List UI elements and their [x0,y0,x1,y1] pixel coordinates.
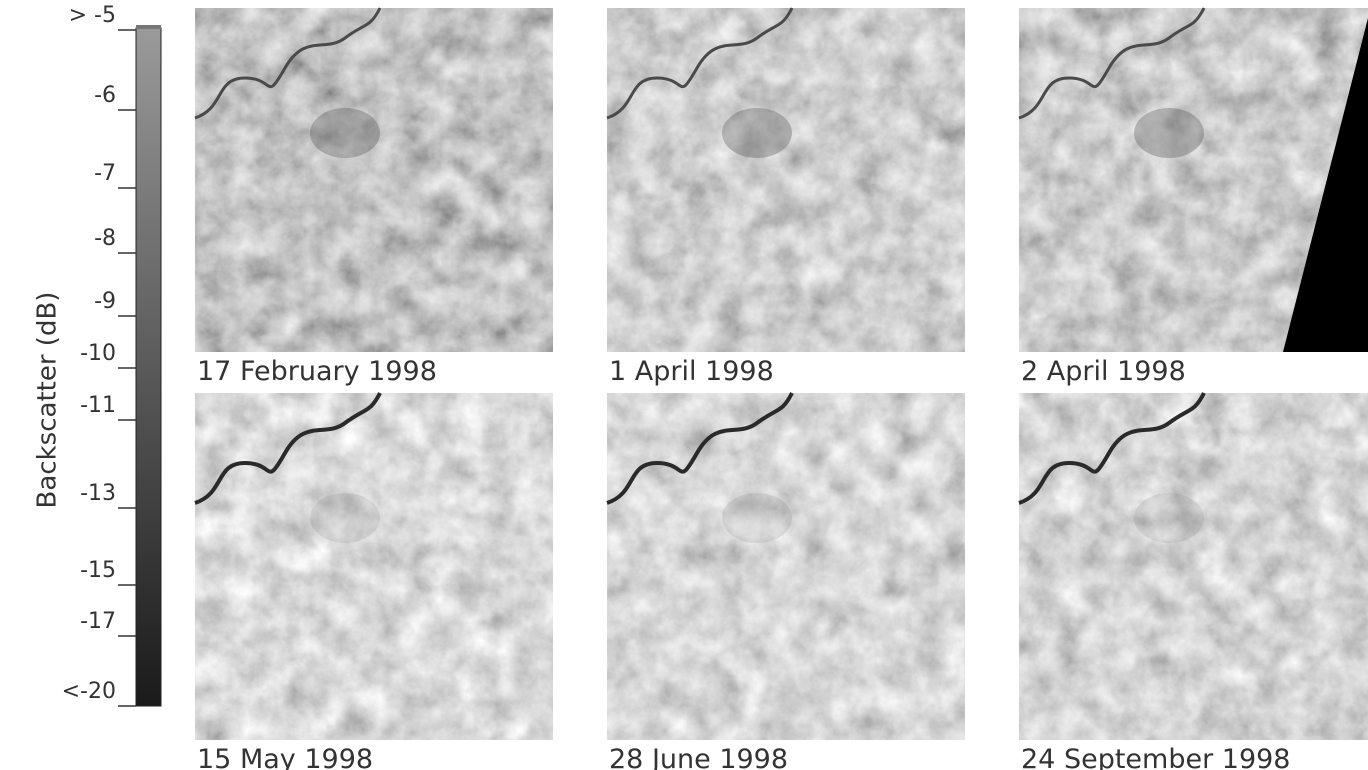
tick-label: -15 [80,558,116,583]
caption: 24 September 1998 [1021,744,1290,770]
sar-image [195,393,553,740]
caption: 15 May 1998 [197,744,373,770]
tick-label: -17 [80,609,116,634]
dark-patch [310,493,380,543]
dark-patch [722,108,792,158]
colorbar-label: Backscatter (dB) [33,292,63,509]
sar-image [1019,8,1368,352]
sar-image [607,393,965,740]
sar-image [1019,393,1368,740]
tick-label: -7 [94,161,116,186]
dark-patch [310,108,380,158]
image-texture [195,8,553,352]
tick-label: -9 [94,289,116,314]
caption: 28 June 1998 [609,744,788,770]
tick-label: -6 [94,83,116,108]
figure: Backscatter (dB) > -5 -6 -7 -8 -9 -10 -11 -13 -1… [0,0,1368,770]
caption: 1 April 1998 [609,356,774,387]
tick-label: -11 [80,393,116,418]
dark-patch [1134,493,1204,543]
sar-image [607,8,965,352]
caption: 2 April 1998 [1021,356,1186,387]
image-texture [607,393,965,740]
colorbar [136,28,161,706]
tick-label: -13 [80,481,116,506]
dark-patch [722,493,792,543]
sar-image [195,8,553,352]
image-texture [195,393,553,740]
tick-label: <-20 [62,679,116,704]
caption: 17 February 1998 [197,356,437,387]
colorbar-cap [136,25,161,29]
tick-label: -8 [94,226,116,251]
image-texture [607,8,965,352]
dark-patch [1134,108,1204,158]
tick-label: > -5 [69,3,116,28]
image-texture [1019,393,1368,740]
tick-label: -10 [80,341,116,366]
